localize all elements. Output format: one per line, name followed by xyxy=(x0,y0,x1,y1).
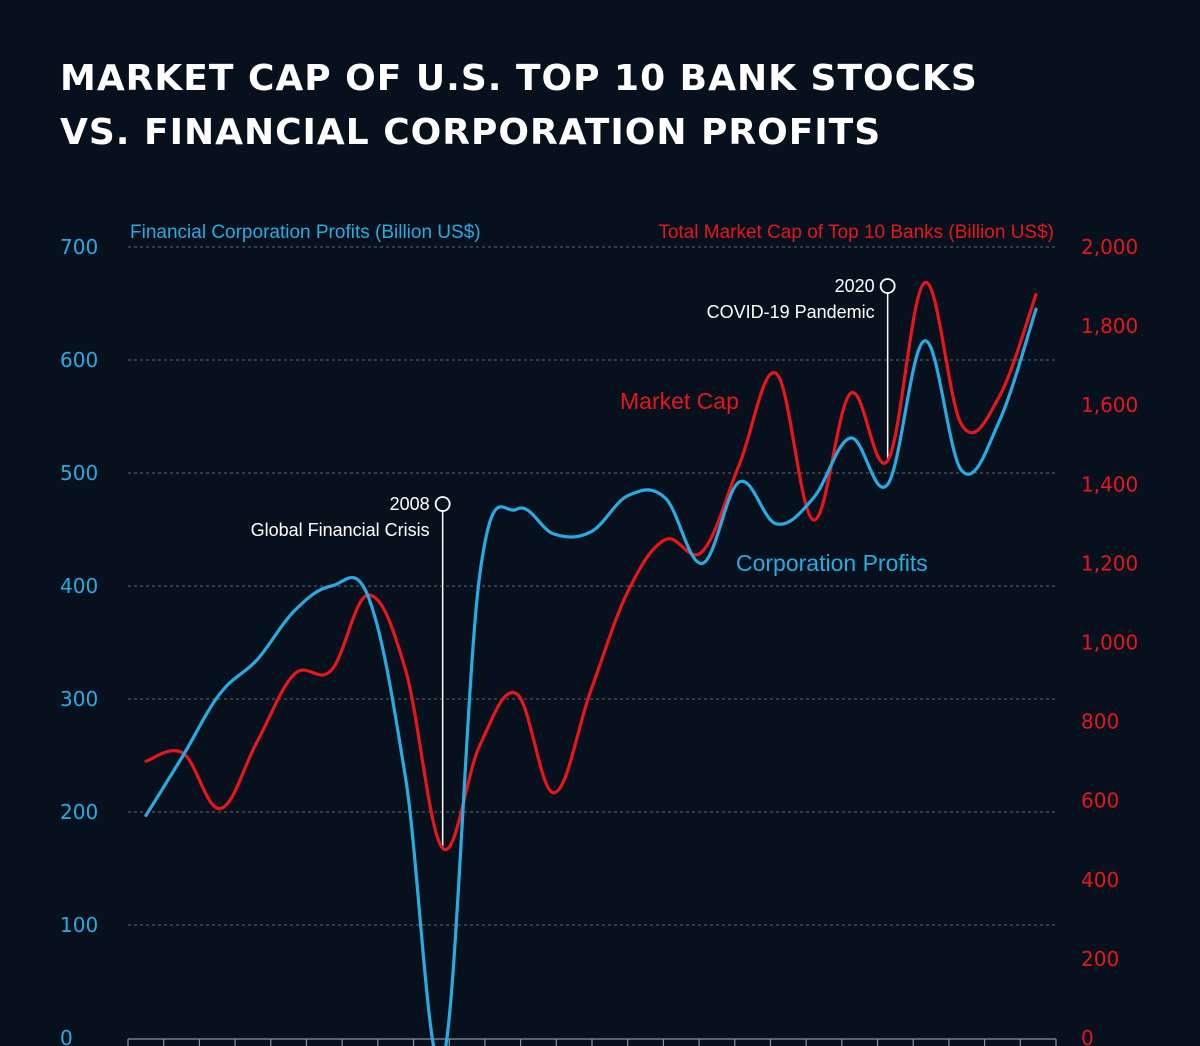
left-axis-tick-label: 0 xyxy=(60,1026,73,1046)
left-axis-tick-label: 600 xyxy=(60,348,98,372)
annotations: 2008 Global Financial Crisis 2020 COVID-… xyxy=(251,276,896,849)
right-axis-tick-label: 1,000 xyxy=(1081,631,1138,655)
annotation-2020-year: 2020 xyxy=(835,276,875,296)
right-axis-tick-label: 1,800 xyxy=(1081,314,1138,338)
annotation-2020-marker xyxy=(879,278,896,294)
right-axis-tick-label: 200 xyxy=(1081,947,1119,971)
right-axis-tick-label: 0 xyxy=(1081,1026,1094,1046)
right-axis-tick-label: 1,600 xyxy=(1081,393,1138,417)
annotation-2020-label: COVID-19 Pandemic xyxy=(707,302,875,322)
chart-title-line-2: VS. FINANCIAL CORPORATION PROFITS xyxy=(60,112,882,153)
annotation-2008-label: Global Financial Crisis xyxy=(251,520,430,540)
left-axis-tick-label: 400 xyxy=(60,574,98,598)
right-axis-tick-label: 1,200 xyxy=(1081,551,1138,575)
right-axis-tick-label: 400 xyxy=(1081,868,1119,892)
market-cap-series-label: Market Cap xyxy=(620,388,739,414)
x-axis-ticks xyxy=(127,1038,1057,1046)
left-axis-tick-label: 200 xyxy=(60,800,98,824)
right-axis-title: Total Market Cap of Top 10 Banks (Billio… xyxy=(658,222,1054,243)
right-axis-ticks: 2,000 1,800 1,600 1,400 1,200 1,000 800 600 400 2… xyxy=(1081,235,1138,1046)
chart-title-line-1: MARKET CAP OF U.S. TOP 10 BANK STOCKS xyxy=(60,58,978,99)
annotation-2008-marker xyxy=(434,496,451,512)
right-axis-tick-label: 800 xyxy=(1081,710,1119,734)
annotation-2008-year: 2008 xyxy=(390,494,430,514)
left-axis-ticks: 700 600 500 400 300 200 100 0 xyxy=(60,235,98,1046)
right-axis-tick-label: 2,000 xyxy=(1081,235,1138,259)
left-axis-tick-label: 100 xyxy=(60,913,98,937)
market-cap-series-line xyxy=(144,280,1038,852)
right-axis-tick-label: 600 xyxy=(1081,789,1119,813)
chart-title: MARKET CAP OF U.S. TOP 10 BANK STOCKS VS… xyxy=(60,52,1060,160)
left-axis-title: Financial Corporation Profits (Billion U… xyxy=(130,222,481,243)
left-axis-tick-label: 700 xyxy=(60,235,98,259)
left-axis-tick-label: 500 xyxy=(60,461,98,485)
grid-lines xyxy=(128,246,1056,926)
corporation-profits-series-label: Corporation Profits xyxy=(736,550,928,576)
left-axis-tick-label: 300 xyxy=(60,687,98,711)
right-axis-tick-label: 1,400 xyxy=(1081,472,1138,496)
corporation-profits-series-line xyxy=(144,307,1038,1046)
